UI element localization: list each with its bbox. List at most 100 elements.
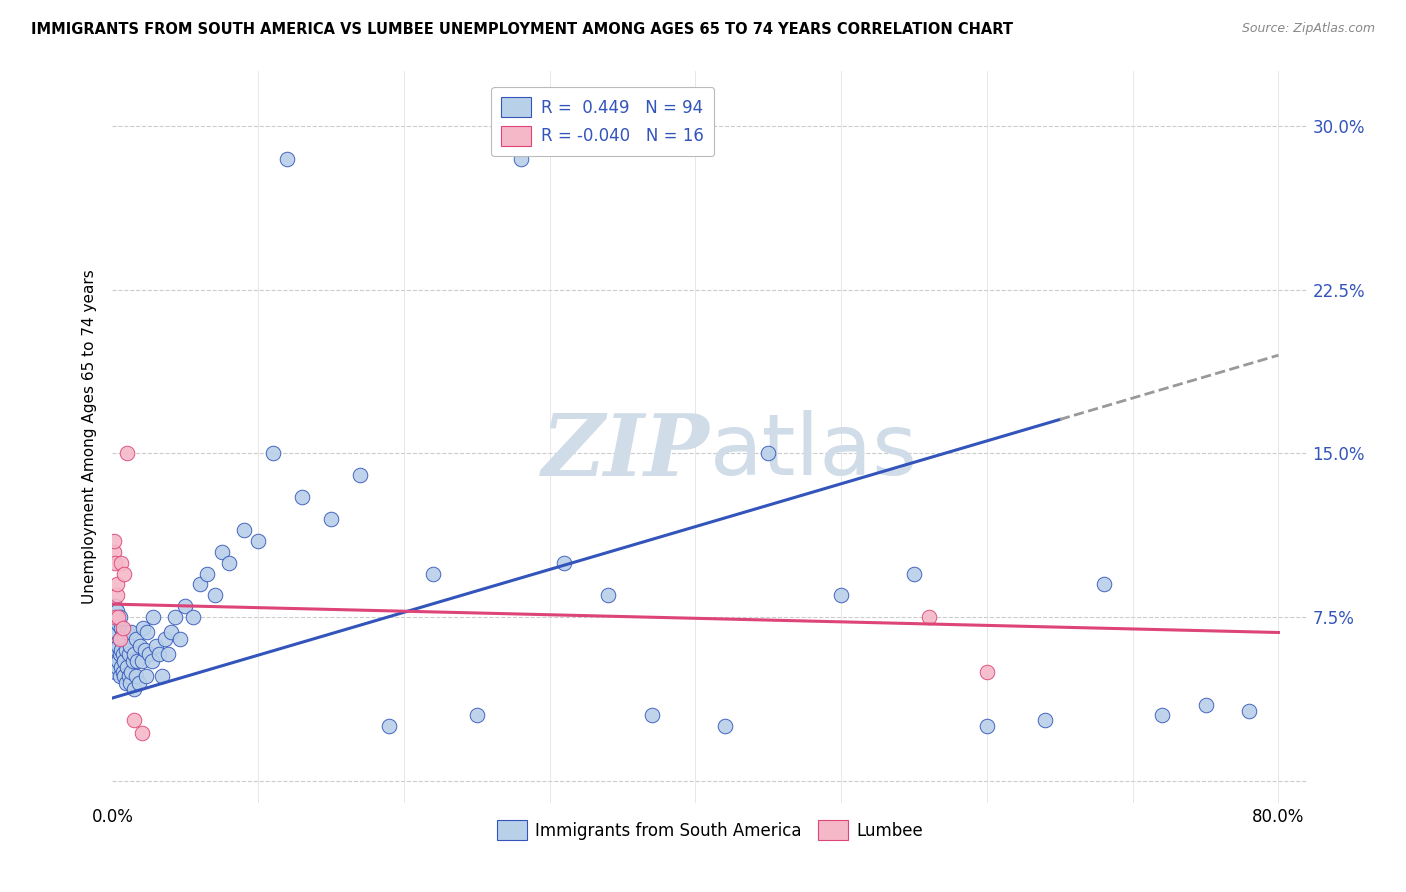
Point bbox=[104, 665, 127, 679]
Point bbox=[103, 632, 125, 646]
Point bbox=[1150, 708, 1173, 723]
Point bbox=[103, 654, 125, 668]
Point bbox=[830, 588, 852, 602]
Point bbox=[713, 719, 735, 733]
Point bbox=[110, 556, 132, 570]
Point bbox=[104, 599, 127, 614]
Point bbox=[104, 556, 127, 570]
Point bbox=[112, 566, 135, 581]
Point bbox=[103, 533, 125, 548]
Point bbox=[105, 660, 128, 674]
Point bbox=[108, 632, 131, 646]
Point bbox=[422, 566, 444, 581]
Point bbox=[105, 604, 128, 618]
Point bbox=[107, 616, 129, 631]
Text: ZIP: ZIP bbox=[543, 410, 710, 493]
Point bbox=[108, 669, 131, 683]
Point bbox=[120, 665, 142, 679]
Point bbox=[108, 648, 131, 662]
Point bbox=[111, 648, 134, 662]
Point bbox=[232, 523, 254, 537]
Point bbox=[127, 654, 149, 668]
Point bbox=[111, 625, 134, 640]
Point bbox=[141, 654, 163, 668]
Point bbox=[110, 621, 132, 635]
Point bbox=[108, 632, 131, 646]
Point bbox=[129, 639, 152, 653]
Point bbox=[165, 610, 187, 624]
Point bbox=[319, 512, 342, 526]
Point bbox=[142, 610, 165, 624]
Point bbox=[132, 621, 155, 635]
Point bbox=[1239, 704, 1261, 718]
Point bbox=[104, 610, 127, 624]
Point bbox=[169, 632, 191, 646]
Point bbox=[111, 621, 134, 635]
Point bbox=[509, 152, 531, 166]
Point bbox=[148, 648, 170, 662]
Point bbox=[108, 610, 131, 624]
Point bbox=[112, 669, 135, 683]
Point bbox=[111, 665, 134, 679]
Point bbox=[159, 625, 181, 640]
Point bbox=[122, 654, 145, 668]
Legend: Immigrants from South America, Lumbee: Immigrants from South America, Lumbee bbox=[491, 814, 929, 847]
Point bbox=[378, 719, 401, 733]
Point bbox=[105, 643, 128, 657]
Point bbox=[756, 446, 779, 460]
Point bbox=[117, 648, 139, 662]
Text: atlas: atlas bbox=[710, 410, 918, 493]
Point bbox=[291, 490, 314, 504]
Point bbox=[103, 643, 125, 657]
Point bbox=[976, 719, 998, 733]
Point bbox=[112, 632, 135, 646]
Point bbox=[125, 632, 148, 646]
Point bbox=[105, 588, 128, 602]
Point bbox=[118, 639, 141, 653]
Point bbox=[204, 588, 226, 602]
Point bbox=[114, 675, 136, 690]
Point bbox=[135, 669, 157, 683]
Text: Source: ZipAtlas.com: Source: ZipAtlas.com bbox=[1241, 22, 1375, 36]
Point bbox=[107, 639, 129, 653]
Point bbox=[247, 533, 270, 548]
Point bbox=[145, 639, 167, 653]
Text: IMMIGRANTS FROM SOUTH AMERICA VS LUMBEE UNEMPLOYMENT AMONG AGES 65 TO 74 YEARS C: IMMIGRANTS FROM SOUTH AMERICA VS LUMBEE … bbox=[31, 22, 1012, 37]
Point bbox=[1092, 577, 1115, 591]
Point bbox=[276, 152, 298, 166]
Y-axis label: Unemployment Among Ages 65 to 74 years: Unemployment Among Ages 65 to 74 years bbox=[82, 269, 97, 605]
Point bbox=[104, 625, 127, 640]
Point bbox=[903, 566, 925, 581]
Point bbox=[138, 648, 160, 662]
Point bbox=[104, 648, 127, 662]
Point bbox=[553, 556, 575, 570]
Point bbox=[153, 632, 176, 646]
Point bbox=[131, 726, 153, 740]
Point bbox=[150, 669, 173, 683]
Point bbox=[124, 682, 146, 697]
Point bbox=[188, 577, 211, 591]
Point bbox=[917, 610, 939, 624]
Point bbox=[349, 468, 371, 483]
Point bbox=[110, 643, 132, 657]
Point bbox=[134, 643, 156, 657]
Point bbox=[105, 577, 128, 591]
Point bbox=[105, 625, 128, 640]
Point bbox=[115, 660, 138, 674]
Point bbox=[596, 588, 619, 602]
Point bbox=[976, 665, 998, 679]
Point bbox=[218, 556, 240, 570]
Point bbox=[195, 566, 218, 581]
Point bbox=[1033, 713, 1056, 727]
Point bbox=[136, 625, 159, 640]
Point bbox=[103, 545, 125, 559]
Point bbox=[103, 616, 125, 631]
Point bbox=[211, 545, 233, 559]
Point bbox=[181, 610, 204, 624]
Point bbox=[641, 708, 664, 723]
Point bbox=[156, 648, 179, 662]
Point bbox=[120, 625, 142, 640]
Point bbox=[131, 654, 153, 668]
Point bbox=[128, 675, 150, 690]
Point bbox=[112, 654, 135, 668]
